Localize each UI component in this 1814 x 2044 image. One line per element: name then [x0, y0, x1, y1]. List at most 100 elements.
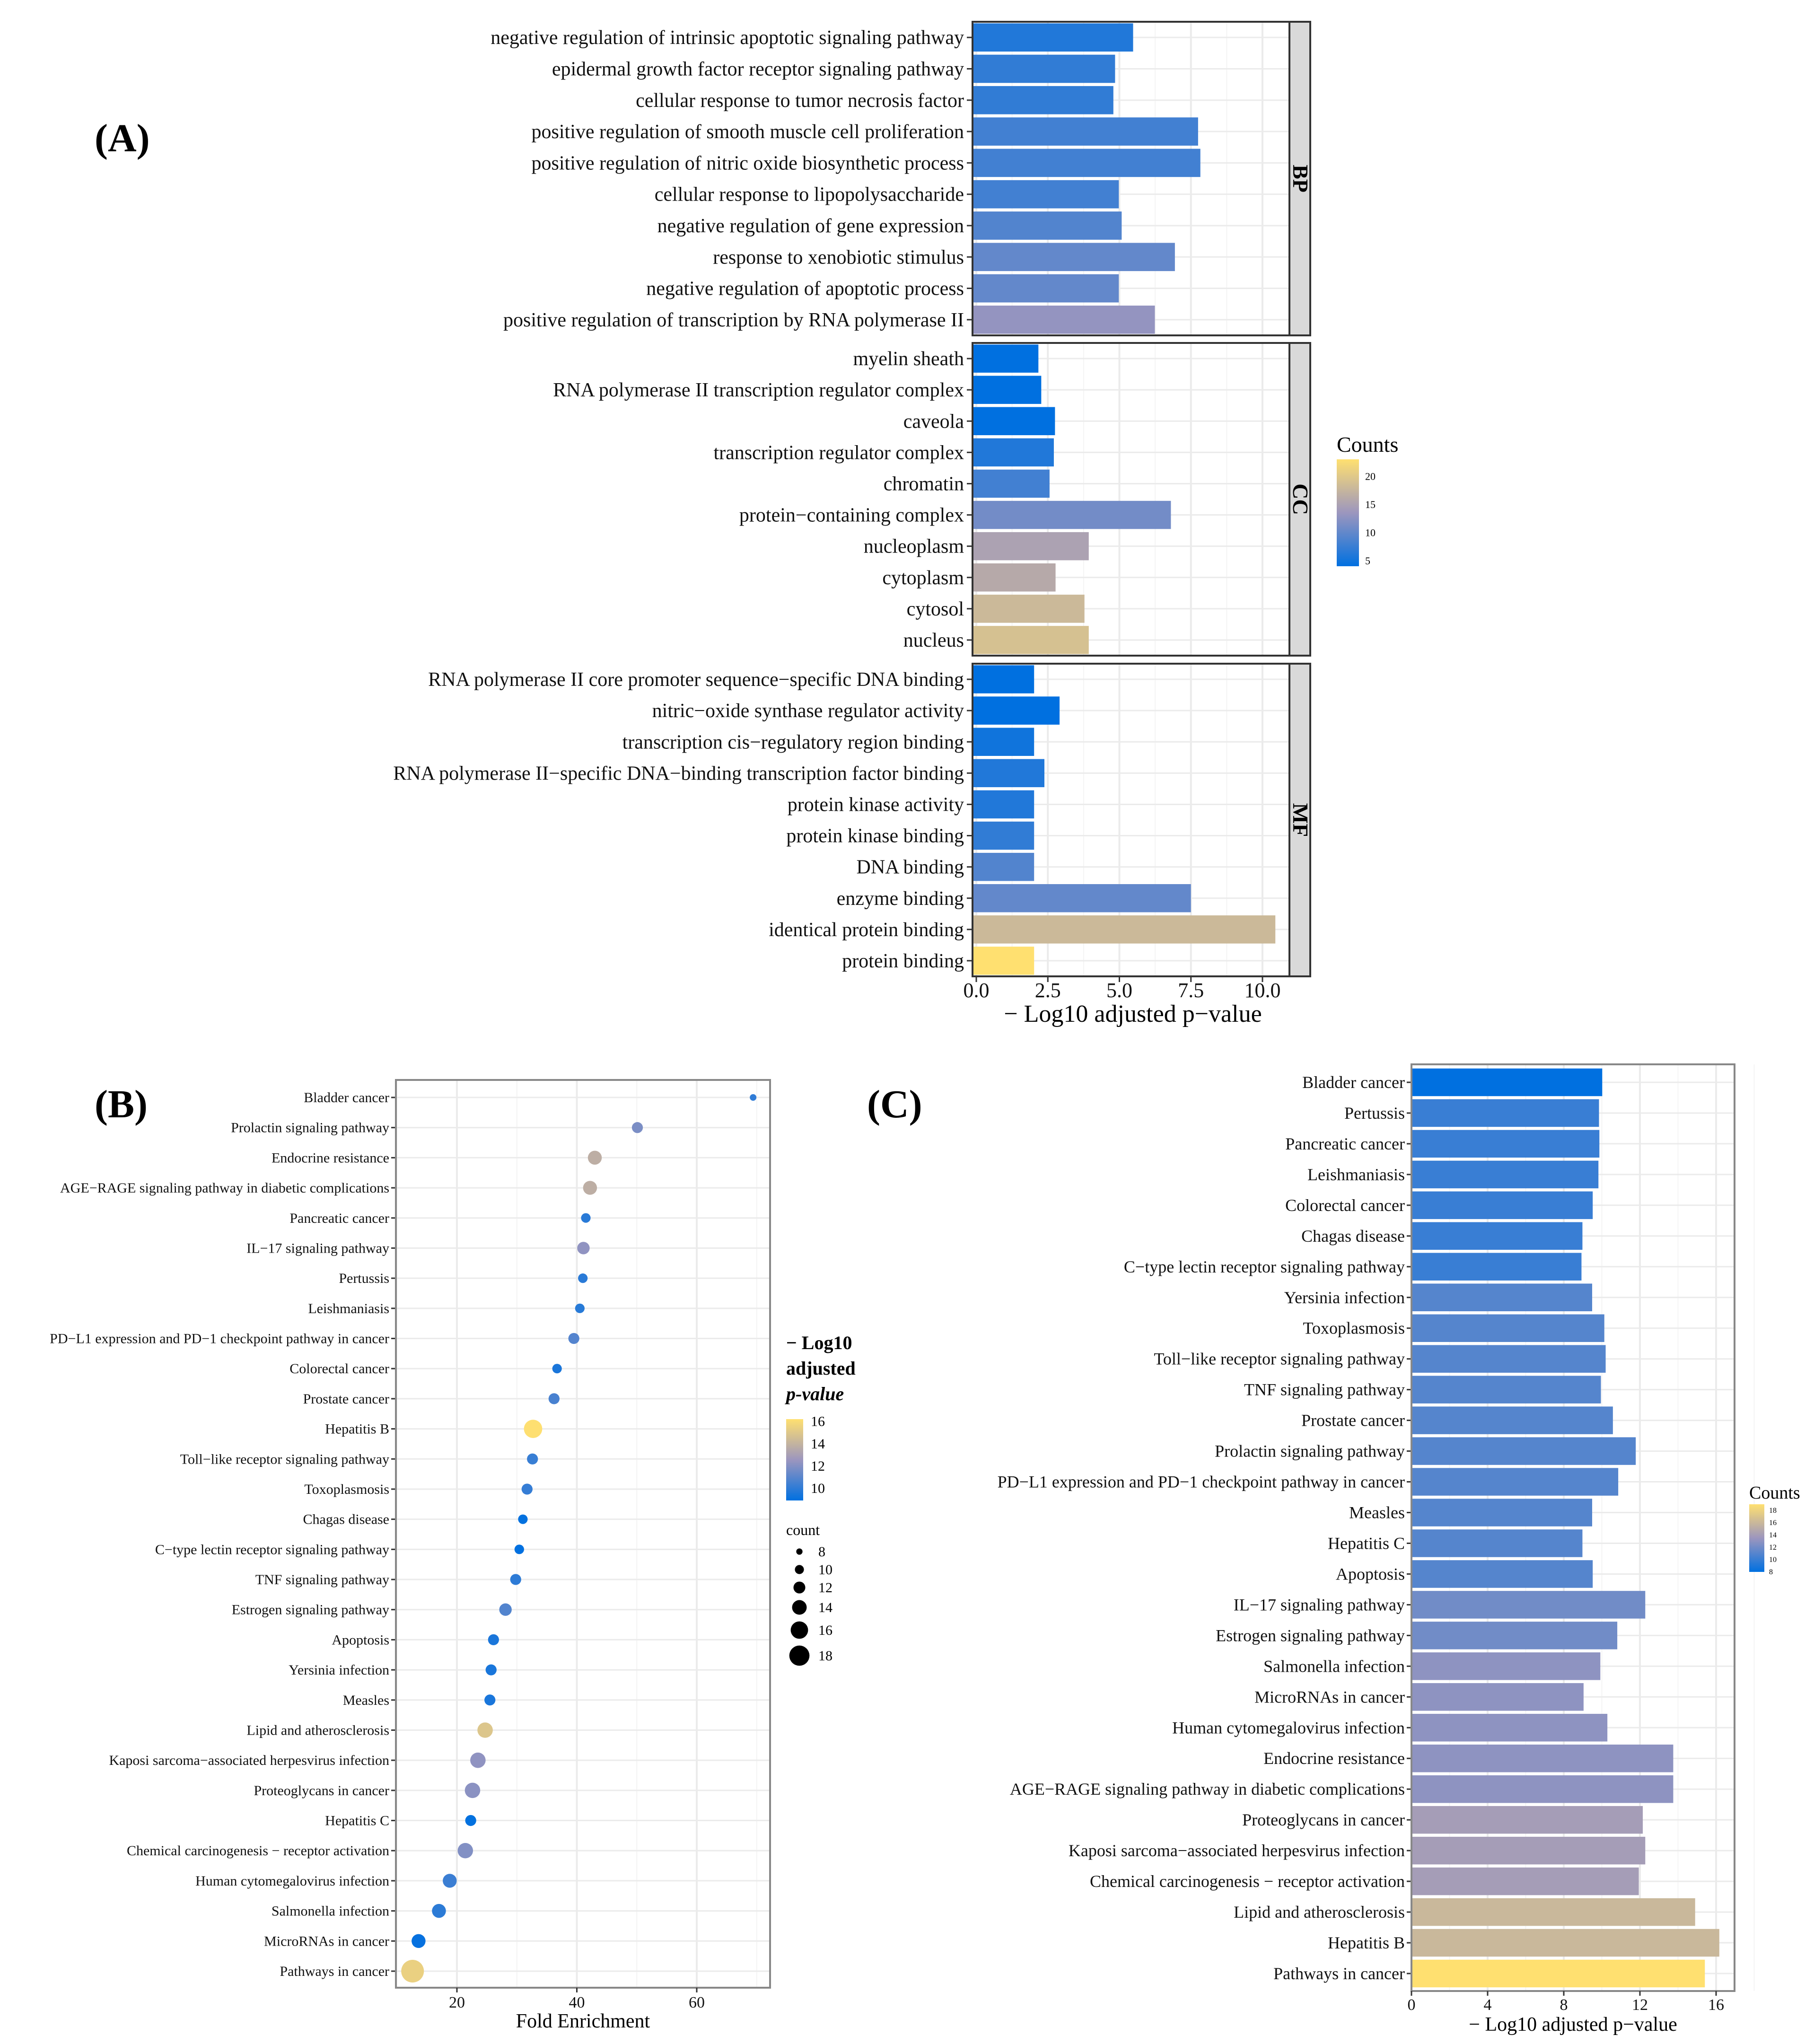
category-label: response to xenobiotic stimulus [713, 246, 964, 268]
legend-colorbar [1749, 1504, 1764, 1572]
legend-tick-label: 18 [1769, 1507, 1777, 1515]
bar-cc [973, 344, 1039, 373]
panel-b-kegg-dot-plot: Bladder cancer Prolactin signaling pathwa… [50, 1079, 856, 2032]
x-tick-label: 0 [1408, 1996, 1416, 2014]
category-label: Hepatitis C [1328, 1534, 1405, 1553]
category-label: Kaposi sarcoma−associated herpesvirus in… [109, 1753, 389, 1768]
category-label: protein−containing complex [739, 505, 964, 526]
category-label: Prostate cancer [303, 1391, 389, 1407]
category-label: Pancreatic cancer [1285, 1134, 1405, 1153]
size-legend-label: 12 [818, 1580, 833, 1596]
bar [1411, 1806, 1643, 1834]
x-tick-label: 8 [1560, 1996, 1568, 2014]
color-legend-title: adjusted [786, 1358, 856, 1379]
category-label: Proteoglycans in cancer [1242, 1810, 1405, 1829]
facet-label: MF [1288, 803, 1313, 837]
data-point [401, 1960, 424, 1983]
bar-bp [973, 180, 1119, 209]
x-tick-label: 2.5 [1035, 979, 1061, 1002]
panel-a-go-bar-chart: negative regulation of intrinsic apoptot… [393, 21, 1398, 1027]
category-label: nucleus [903, 630, 964, 651]
bar [1411, 1222, 1583, 1250]
data-point [548, 1393, 560, 1404]
category-label: Prolactin signaling pathway [1215, 1442, 1405, 1461]
color-legend-tick: 10 [811, 1481, 825, 1496]
panel-label-c: (C) [867, 1082, 922, 1126]
category-label: PD−L1 expression and PD−1 checkpoint pat… [998, 1473, 1405, 1491]
bar-bp [973, 274, 1119, 303]
plot-border [395, 1079, 771, 1989]
category-label: chromatin [884, 473, 964, 495]
bar [1411, 1499, 1592, 1526]
data-point [581, 1213, 591, 1223]
facet-strip-BP [1288, 21, 1311, 336]
category-label: protein binding [842, 950, 964, 972]
x-tick-label: 20 [449, 1994, 465, 2011]
category-label: Lipid and atherosclerosis [246, 1722, 389, 1738]
bar-bp [973, 54, 1115, 83]
bar [1411, 1867, 1639, 1895]
category-label: Chemical carcinogenesis − receptor activ… [127, 1843, 389, 1859]
bar [1411, 1775, 1674, 1803]
category-label: Hepatitis B [1328, 1933, 1405, 1952]
bar-cc [973, 626, 1089, 654]
category-label: C−type lectin receptor signaling pathway [155, 1542, 389, 1557]
bar-mf [973, 759, 1044, 788]
category-label: identical protein binding [769, 919, 964, 941]
category-label: Colorectal cancer [1285, 1196, 1405, 1215]
category-label: Pancreatic cancer [289, 1211, 389, 1226]
legend-tick-label: 16 [1769, 1519, 1777, 1527]
data-point [578, 1273, 588, 1283]
facet-strip-CC [1288, 342, 1311, 657]
category-label: Chemical carcinogenesis − receptor activ… [1090, 1872, 1405, 1891]
category-label: positive regulation of smooth muscle cel… [532, 121, 964, 143]
category-label: negative regulation of gene expression [657, 215, 964, 237]
bar-cc [973, 469, 1050, 498]
bar [1411, 1898, 1695, 1926]
legend-tick-label: 10 [1769, 1556, 1777, 1564]
legend-title: Counts [1749, 1483, 1800, 1503]
category-label: Bladder cancer [1302, 1073, 1405, 1092]
category-label: cytosol [907, 598, 964, 620]
size-legend-dot [795, 1565, 804, 1574]
bar [1411, 1529, 1583, 1557]
category-label: Salmonella infection [272, 1904, 389, 1919]
bar [1411, 1683, 1584, 1711]
category-label: transcription cis−regulatory region bind… [622, 731, 964, 753]
data-point [464, 1782, 481, 1798]
bar-cc [973, 376, 1042, 404]
category-label: Bladder cancer [304, 1090, 389, 1105]
bar [1411, 1376, 1601, 1404]
category-label: negative regulation of intrinsic apoptot… [491, 27, 964, 49]
data-point [521, 1483, 533, 1495]
color-legend-title: − Log10 [786, 1332, 852, 1353]
facet-strip-MF [1288, 663, 1311, 977]
category-label: Apoptosis [1336, 1564, 1405, 1583]
category-label: TNF signaling pathway [255, 1572, 389, 1588]
bar-mf [973, 790, 1034, 819]
category-label: Toll−like receptor signaling pathway [1154, 1350, 1405, 1369]
category-label: enzyme binding [837, 888, 964, 910]
color-legend-tick: 12 [811, 1458, 825, 1474]
bar-mf [973, 728, 1034, 756]
category-label: cytoplasm [882, 567, 964, 589]
bar-bp [973, 149, 1201, 177]
data-point [470, 1752, 486, 1768]
plot-border [1411, 1063, 1735, 1992]
category-label: Hepatitis B [325, 1421, 389, 1437]
x-axis-title: − Log10 adjusted p−value [1004, 1000, 1262, 1027]
category-label: Prolactin signaling pathway [231, 1120, 389, 1136]
x-tick-label: 5.0 [1106, 979, 1132, 1002]
legend-tick-label: 20 [1365, 471, 1376, 482]
category-label: myelin sheath [853, 348, 964, 370]
category-label: Human cytomegalovirus infection [1172, 1718, 1405, 1737]
category-label: protein kinase activity [788, 794, 964, 816]
category-label: protein kinase binding [786, 825, 964, 847]
category-label: Estrogen signaling pathway [1216, 1626, 1405, 1645]
category-label: Chagas disease [1301, 1227, 1405, 1246]
x-tick-label: 7.5 [1178, 979, 1204, 1002]
category-label: positive regulation of transcription by … [503, 309, 964, 331]
bar [1411, 1437, 1636, 1465]
data-point [575, 1303, 585, 1313]
bar-bp [973, 211, 1122, 240]
